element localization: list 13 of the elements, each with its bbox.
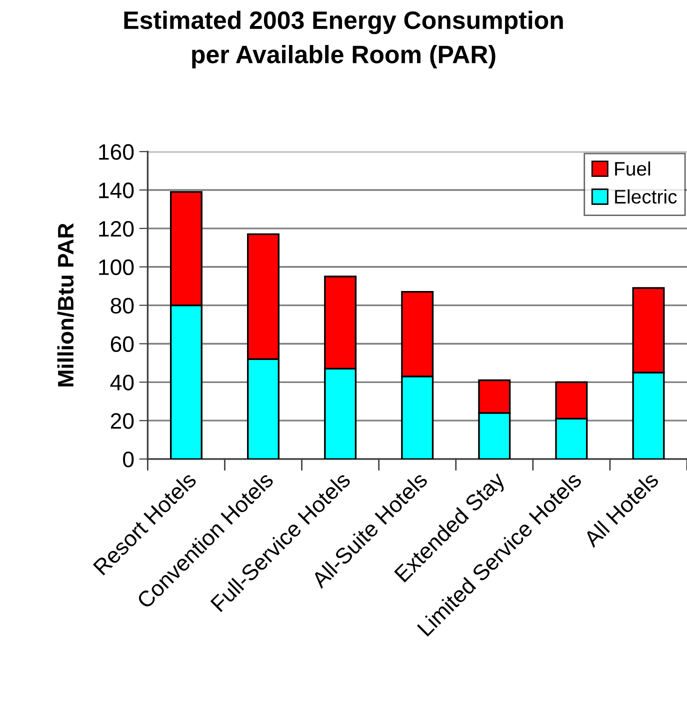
y-tick-label: 140 <box>99 182 134 198</box>
y-tick-label: 40 <box>110 374 134 390</box>
y-tick-label: 80 <box>110 298 134 314</box>
chart-title: Estimated 2003 Energy Consumption per Available Room (PAR) <box>124 10 563 68</box>
y-tick-label: 100 <box>99 259 134 276</box>
y-tick-label: 0 <box>123 452 134 468</box>
legend-label: Fuel <box>615 161 650 176</box>
legend-label: Electric <box>615 189 677 204</box>
y-axis-title: Million/Btu PAR <box>57 223 74 386</box>
y-tick-label: 60 <box>110 336 134 352</box>
y-tick-label: 20 <box>110 413 134 429</box>
y-tick-label: 160 <box>99 144 134 160</box>
y-tick-label: 120 <box>99 220 134 237</box>
